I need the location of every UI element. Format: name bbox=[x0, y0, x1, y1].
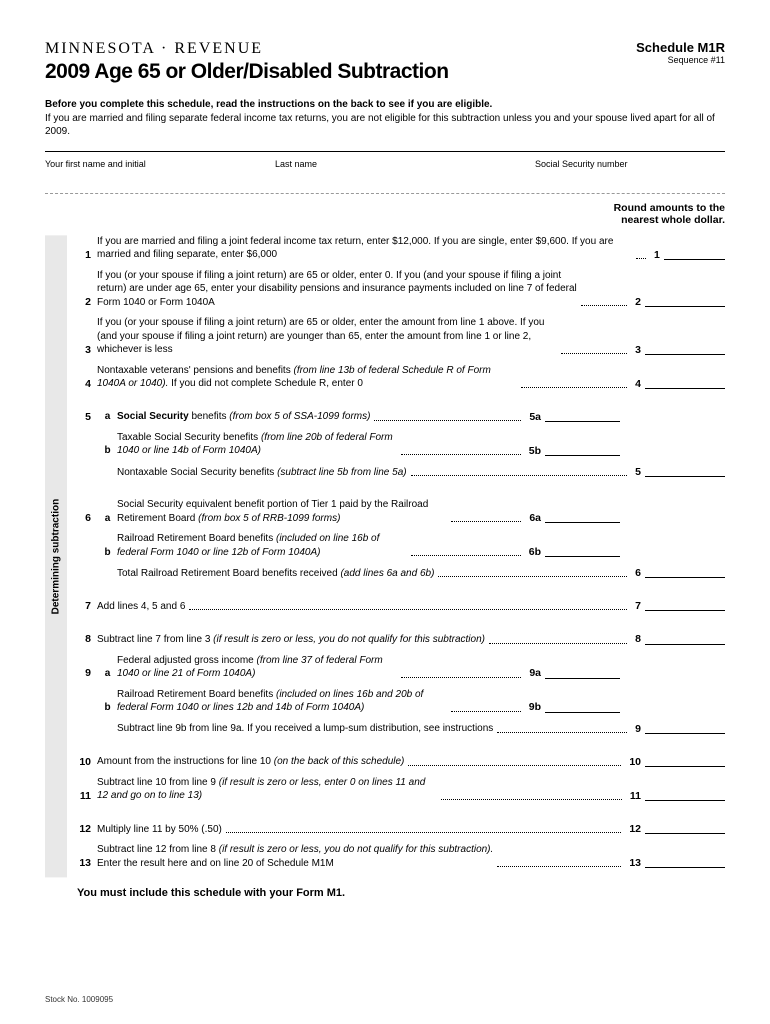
line-1: 1 If you are married and filing a joint … bbox=[77, 235, 725, 262]
intro-paragraph: Before you complete this schedule, read … bbox=[45, 98, 725, 139]
line-4: 4 Nontaxable veterans' pensions and bene… bbox=[77, 364, 725, 391]
line-6a-input[interactable] bbox=[545, 522, 620, 523]
line-13: 13 Subtract line 12 from line 8 (if resu… bbox=[77, 843, 725, 870]
rounding-note: Round amounts to the nearest whole dolla… bbox=[45, 202, 725, 227]
line-6a: 6 a Social Security equivalent benefit p… bbox=[77, 498, 725, 525]
line-8: 8 Subtract line 7 from line 3 (if result… bbox=[77, 632, 725, 646]
dotted-divider bbox=[45, 193, 725, 194]
line-12-input[interactable] bbox=[645, 833, 725, 834]
line-10-input[interactable] bbox=[645, 766, 725, 767]
line-5-total: Nontaxable Social Security benefits (sub… bbox=[77, 465, 725, 479]
intro-bold: Before you complete this schedule, read … bbox=[45, 99, 492, 110]
section-side-label: Determining subtraction bbox=[45, 235, 67, 877]
line-3-input[interactable] bbox=[645, 354, 725, 355]
department-name: MINNESOTA · REVENUE bbox=[45, 40, 449, 58]
intro-body: If you are married and filing separate f… bbox=[45, 113, 715, 138]
line-9a: 9 a Federal adjusted gross income (from … bbox=[77, 654, 725, 681]
line-4-input[interactable] bbox=[645, 388, 725, 389]
line-5a: 5 a Social Security benefits (from box 5… bbox=[77, 410, 725, 424]
stock-number: Stock No. 1009095 bbox=[45, 995, 113, 1004]
line-7: 7 Add lines 4, 5 and 6 7 bbox=[77, 599, 725, 613]
line-3: 3 If you (or your spouse if filing a joi… bbox=[77, 316, 725, 357]
line-11: 11 Subtract line 10 from line 9 (if resu… bbox=[77, 776, 725, 803]
line-6-total: Total Railroad Retirement Board benefits… bbox=[77, 566, 725, 580]
form-title: 2009 Age 65 or Older/Disabled Subtractio… bbox=[45, 60, 449, 84]
ssn-label: Social Security number bbox=[535, 159, 725, 169]
line-5b-input[interactable] bbox=[545, 455, 620, 456]
line-9-total: Subtract line 9b from line 9a. If you re… bbox=[77, 722, 725, 736]
line-9-input[interactable] bbox=[645, 733, 725, 734]
line-11-input[interactable] bbox=[645, 800, 725, 801]
schedule-name: Schedule M1R bbox=[636, 40, 725, 55]
divider bbox=[45, 151, 725, 152]
line-9a-input[interactable] bbox=[545, 678, 620, 679]
footer-instruction: You must include this schedule with your… bbox=[77, 887, 725, 899]
last-name-label: Last name bbox=[275, 159, 535, 169]
line-13-input[interactable] bbox=[645, 867, 725, 868]
line-10: 10 Amount from the instructions for line… bbox=[77, 755, 725, 769]
line-9b: b Railroad Retirement Board benefits (in… bbox=[77, 688, 725, 715]
line-9b-input[interactable] bbox=[545, 712, 620, 713]
line-5a-input[interactable] bbox=[545, 421, 620, 422]
line-5-input[interactable] bbox=[645, 476, 725, 477]
name-fields-row: Your first name and initial Last name So… bbox=[45, 156, 725, 193]
line-6b-input[interactable] bbox=[545, 556, 620, 557]
line-6b: b Railroad Retirement Board benefits (in… bbox=[77, 532, 725, 559]
first-name-label: Your first name and initial bbox=[45, 159, 275, 169]
sequence-number: Sequence #11 bbox=[636, 55, 725, 65]
line-6-input[interactable] bbox=[645, 577, 725, 578]
line-2-input[interactable] bbox=[645, 306, 725, 307]
line-2: 2 If you (or your spouse if filing a joi… bbox=[77, 269, 725, 310]
line-1-input[interactable] bbox=[664, 259, 725, 260]
line-8-input[interactable] bbox=[645, 644, 725, 645]
line-12: 12 Multiply line 11 by 50% (.50) 12 bbox=[77, 822, 725, 836]
line-5b: b Taxable Social Security benefits (from… bbox=[77, 431, 725, 458]
line-7-input[interactable] bbox=[645, 610, 725, 611]
